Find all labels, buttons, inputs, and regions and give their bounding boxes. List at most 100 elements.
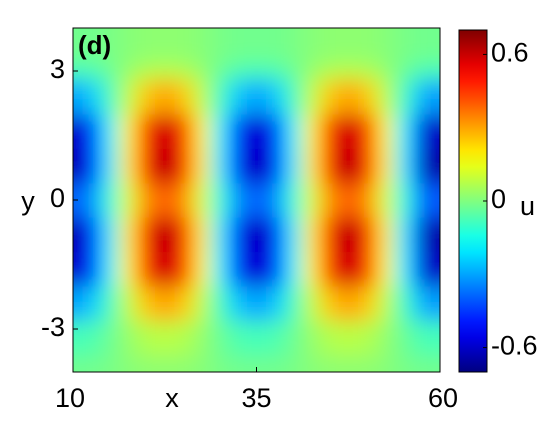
cell	[421, 79, 440, 115]
annotation: (d)	[78, 30, 111, 60]
cell	[210, 28, 230, 63]
cell	[137, 182, 157, 218]
cell	[100, 182, 120, 218]
cell	[284, 286, 303, 321]
cell	[118, 182, 138, 218]
cell	[137, 217, 157, 253]
cell	[302, 217, 322, 253]
y-tick-label: -3	[41, 312, 65, 342]
cell	[302, 148, 322, 184]
cell	[320, 286, 340, 321]
cell	[284, 217, 303, 253]
cell	[82, 320, 102, 356]
cell	[247, 148, 267, 184]
cell	[357, 217, 377, 253]
cell	[394, 148, 413, 184]
cell	[339, 320, 358, 356]
cell	[265, 251, 285, 287]
y-axis-label: y	[21, 186, 35, 216]
cell	[284, 148, 303, 184]
cell	[100, 320, 120, 356]
colorbar	[458, 29, 488, 373]
cell	[421, 251, 440, 287]
cell	[173, 182, 193, 218]
cell	[155, 28, 175, 63]
cell	[118, 286, 138, 321]
cell	[100, 217, 120, 253]
cell	[375, 114, 395, 149]
cell	[247, 79, 267, 115]
cell	[173, 114, 193, 149]
cell	[394, 28, 413, 63]
cell	[210, 320, 230, 356]
cell	[421, 114, 440, 149]
cell	[192, 182, 212, 218]
cell	[192, 114, 212, 149]
cell	[357, 28, 377, 63]
cell	[228, 114, 248, 149]
cell	[339, 28, 358, 63]
cell	[82, 28, 102, 63]
cell	[357, 251, 377, 287]
cell	[247, 251, 267, 287]
cell	[339, 114, 358, 149]
cell	[284, 79, 303, 115]
cell	[192, 286, 212, 321]
cell	[302, 320, 322, 356]
cell	[421, 286, 440, 321]
cell	[210, 148, 230, 184]
cell	[173, 148, 193, 184]
cell	[320, 79, 340, 115]
cell	[394, 182, 413, 218]
x-tick-label: 60	[428, 383, 458, 413]
cell	[118, 28, 138, 63]
cell	[265, 28, 285, 63]
cell	[210, 114, 230, 149]
cell	[357, 286, 377, 321]
cell	[155, 286, 175, 321]
cell	[339, 79, 358, 115]
colorbar-tick-label: 0	[491, 184, 506, 214]
cell	[357, 182, 377, 218]
cell	[394, 320, 413, 356]
cell	[265, 79, 285, 115]
cell	[155, 251, 175, 287]
cell	[155, 148, 175, 184]
cell	[284, 28, 303, 63]
cell	[100, 28, 120, 63]
cell	[421, 217, 440, 253]
y-tick-label: 0	[50, 183, 65, 213]
cell	[265, 217, 285, 253]
cell	[100, 79, 120, 115]
cell	[173, 251, 193, 287]
colorbar-label: u	[520, 191, 535, 221]
cell	[394, 251, 413, 287]
cell	[228, 79, 248, 115]
cell	[228, 148, 248, 184]
cell	[137, 148, 157, 184]
cell	[228, 182, 248, 218]
cell	[82, 79, 102, 115]
cell	[284, 251, 303, 287]
cell	[155, 182, 175, 218]
cell	[173, 79, 193, 115]
cell	[247, 114, 267, 149]
cell	[375, 28, 395, 63]
cell	[320, 182, 340, 218]
cell	[210, 217, 230, 253]
cell	[320, 217, 340, 253]
cell	[173, 217, 193, 253]
cell	[302, 114, 322, 149]
cell	[302, 251, 322, 287]
cell	[320, 320, 340, 356]
cell	[210, 182, 230, 218]
cell	[375, 286, 395, 321]
cell	[82, 251, 102, 287]
cell	[210, 286, 230, 321]
cell	[302, 286, 322, 321]
cell	[247, 320, 267, 356]
cell	[118, 217, 138, 253]
cell	[228, 286, 248, 321]
cell	[173, 286, 193, 321]
cell	[82, 148, 102, 184]
